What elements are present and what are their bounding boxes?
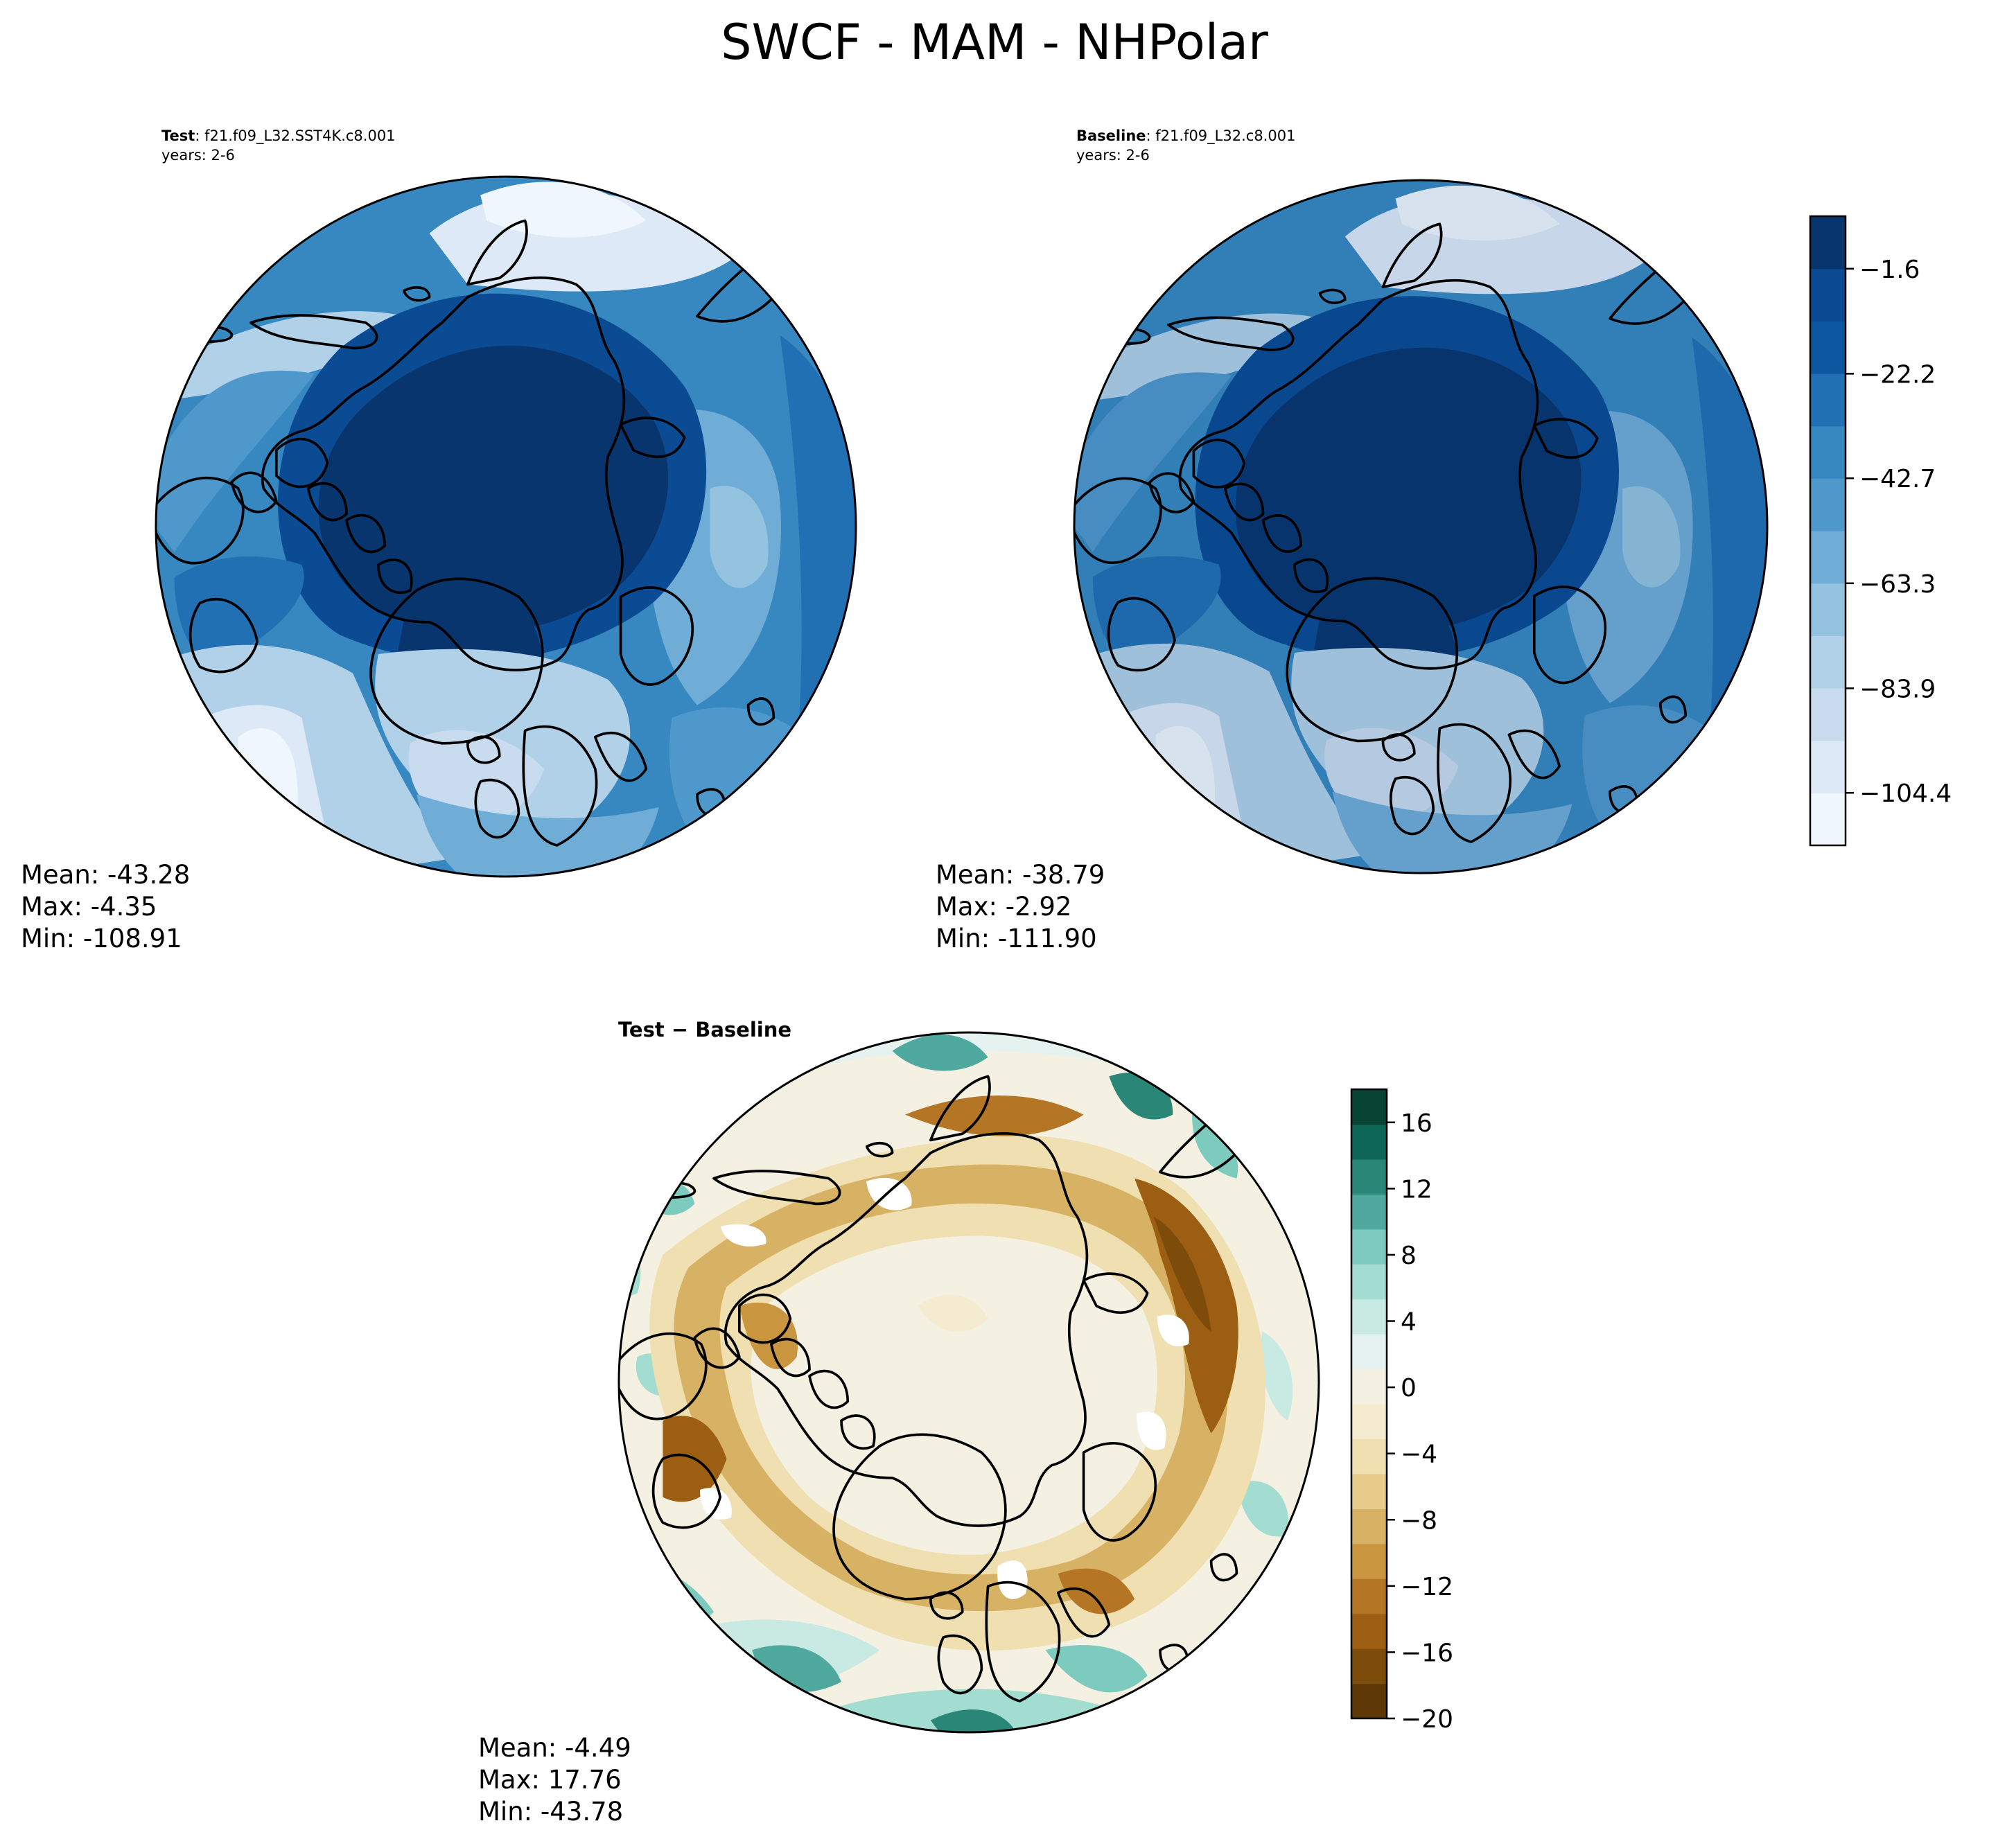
colorbar-bottom: 16 12 8 4 0 −4 −8 −12 −16 −20 xyxy=(1350,1088,1453,1734)
colorbar-bottom-tick-label: 0 xyxy=(1401,1374,1417,1402)
baseline-stat-mean: Mean: -38.79 xyxy=(936,860,1105,890)
colorbar-bottom-band xyxy=(1351,1683,1387,1719)
colorbar-bottom-band xyxy=(1351,1648,1387,1684)
colorbar-top-band xyxy=(1810,425,1846,479)
diff-stat-max: Max: 17.76 xyxy=(478,1765,622,1795)
colorbar-bottom-tick-label: −4 xyxy=(1401,1441,1437,1469)
colorbar-top-tick-label: −1.6 xyxy=(1859,256,1920,284)
test-stat-max: Max: -4.35 xyxy=(21,892,157,922)
colorbar-bottom-tick-label: −20 xyxy=(1401,1705,1453,1734)
baseline-panel-label: Baseline: f21.f09_L32.c8.001 years: 2-6 xyxy=(1076,126,1295,165)
colorbar-top-band xyxy=(1810,583,1846,636)
baseline-stats: Mean: -38.79 Max: -2.92 Min: -111.90 xyxy=(936,859,1105,955)
diff-stat-min: Min: -43.78 xyxy=(478,1797,624,1827)
baseline-years: years: 2-6 xyxy=(1076,147,1150,164)
colorbar-top-band xyxy=(1810,373,1846,427)
colorbar-bottom-tick-label: −16 xyxy=(1401,1639,1453,1667)
colorbar-bottom-ticks: 16 12 8 4 0 −4 −8 −12 −16 −20 xyxy=(1387,1109,1453,1734)
colorbar-bottom-band xyxy=(1351,1473,1387,1509)
test-panel-label: Test: f21.f09_L32.SST4K.c8.001 years: 2-… xyxy=(161,126,396,165)
colorbar-top-tick-label: −22.2 xyxy=(1859,360,1936,389)
diff-stat-mean: Mean: -4.49 xyxy=(478,1733,631,1763)
colorbar-bottom-band xyxy=(1351,1508,1387,1545)
colorbar-bottom-tick-label: 8 xyxy=(1401,1242,1417,1270)
colorbar-top-band xyxy=(1810,688,1846,741)
colorbar-bottom-band xyxy=(1351,1613,1387,1649)
colorbar-bottom-tick-label: 4 xyxy=(1401,1308,1417,1337)
colorbar-bottom-tick-label: 12 xyxy=(1401,1175,1432,1204)
test-stat-min: Min: -108.91 xyxy=(21,924,182,953)
colorbar-top-frame xyxy=(1809,215,1847,847)
diff-map xyxy=(617,1031,1320,1734)
colorbar-bottom-tick-label: −12 xyxy=(1401,1573,1453,1601)
colorbar-bottom-frame xyxy=(1350,1088,1388,1720)
colorbar-bottom-bands xyxy=(1351,1089,1387,1719)
colorbar-bottom-tick-label: −8 xyxy=(1401,1506,1437,1535)
colorbar-top-bands xyxy=(1810,216,1846,846)
colorbar-top-band xyxy=(1810,793,1846,846)
colorbar-top-band xyxy=(1810,531,1846,584)
colorbar-bottom-band xyxy=(1351,1159,1387,1195)
colorbar-top-band xyxy=(1810,216,1846,270)
test-label-bold: Test xyxy=(161,127,195,144)
colorbar-top-band xyxy=(1810,321,1846,374)
colorbar-top-band xyxy=(1810,635,1846,689)
test-stat-mean: Mean: -43.28 xyxy=(21,860,191,890)
diff-stats: Mean: -4.49 Max: 17.76 Min: -43.78 xyxy=(478,1732,631,1828)
colorbar-bottom-band xyxy=(1351,1543,1387,1579)
baseline-label-bold: Baseline xyxy=(1076,127,1146,144)
colorbar-top-tick-label: −104.4 xyxy=(1859,780,1952,808)
test-map xyxy=(155,175,857,878)
colorbar-top-tick-label: −83.9 xyxy=(1859,675,1936,703)
colorbar-top-band xyxy=(1810,478,1846,531)
colorbar-bottom-tick-label: 16 xyxy=(1401,1109,1432,1138)
baseline-map xyxy=(1073,179,1769,874)
test-years: years: 2-6 xyxy=(161,147,235,164)
figure-title: SWCF - MAM - NHPolar xyxy=(721,14,1268,71)
test-stats: Mean: -43.28 Max: -4.35 Min: -108.91 xyxy=(21,859,190,955)
colorbar-top-tick-label: −63.3 xyxy=(1859,570,1936,599)
colorbar-top-band xyxy=(1810,740,1846,793)
colorbar-bottom-band xyxy=(1351,1194,1387,1230)
colorbar-bottom-band xyxy=(1351,1438,1387,1475)
colorbar-bottom-band xyxy=(1351,1578,1387,1614)
test-label-case: : f21.f09_L32.SST4K.c8.001 xyxy=(195,127,396,144)
colorbar-bottom-band xyxy=(1351,1299,1387,1335)
colorbar-top: −1.6 −22.2 −42.7 −63.3 −83.9 −104.4 xyxy=(1809,215,1952,847)
colorbar-top-tick-label: −42.7 xyxy=(1859,465,1936,493)
colorbar-bottom-band xyxy=(1351,1264,1387,1300)
colorbar-bottom-band xyxy=(1351,1124,1387,1160)
colorbar-top-ticks: −1.6 −22.2 −42.7 −63.3 −83.9 −104.4 xyxy=(1846,256,1952,808)
baseline-stat-max: Max: -2.92 xyxy=(936,892,1072,922)
colorbar-bottom-band xyxy=(1351,1089,1387,1125)
colorbar-bottom-band xyxy=(1351,1369,1387,1405)
baseline-stat-min: Min: -111.90 xyxy=(936,924,1097,953)
baseline-label-case: : f21.f09_L32.c8.001 xyxy=(1146,127,1296,144)
colorbar-bottom-band xyxy=(1351,1404,1387,1440)
colorbar-top-band xyxy=(1810,268,1846,322)
colorbar-bottom-band xyxy=(1351,1334,1387,1370)
diff-panel-title: Test − Baseline xyxy=(618,1018,792,1041)
colorbar-bottom-band xyxy=(1351,1229,1387,1265)
